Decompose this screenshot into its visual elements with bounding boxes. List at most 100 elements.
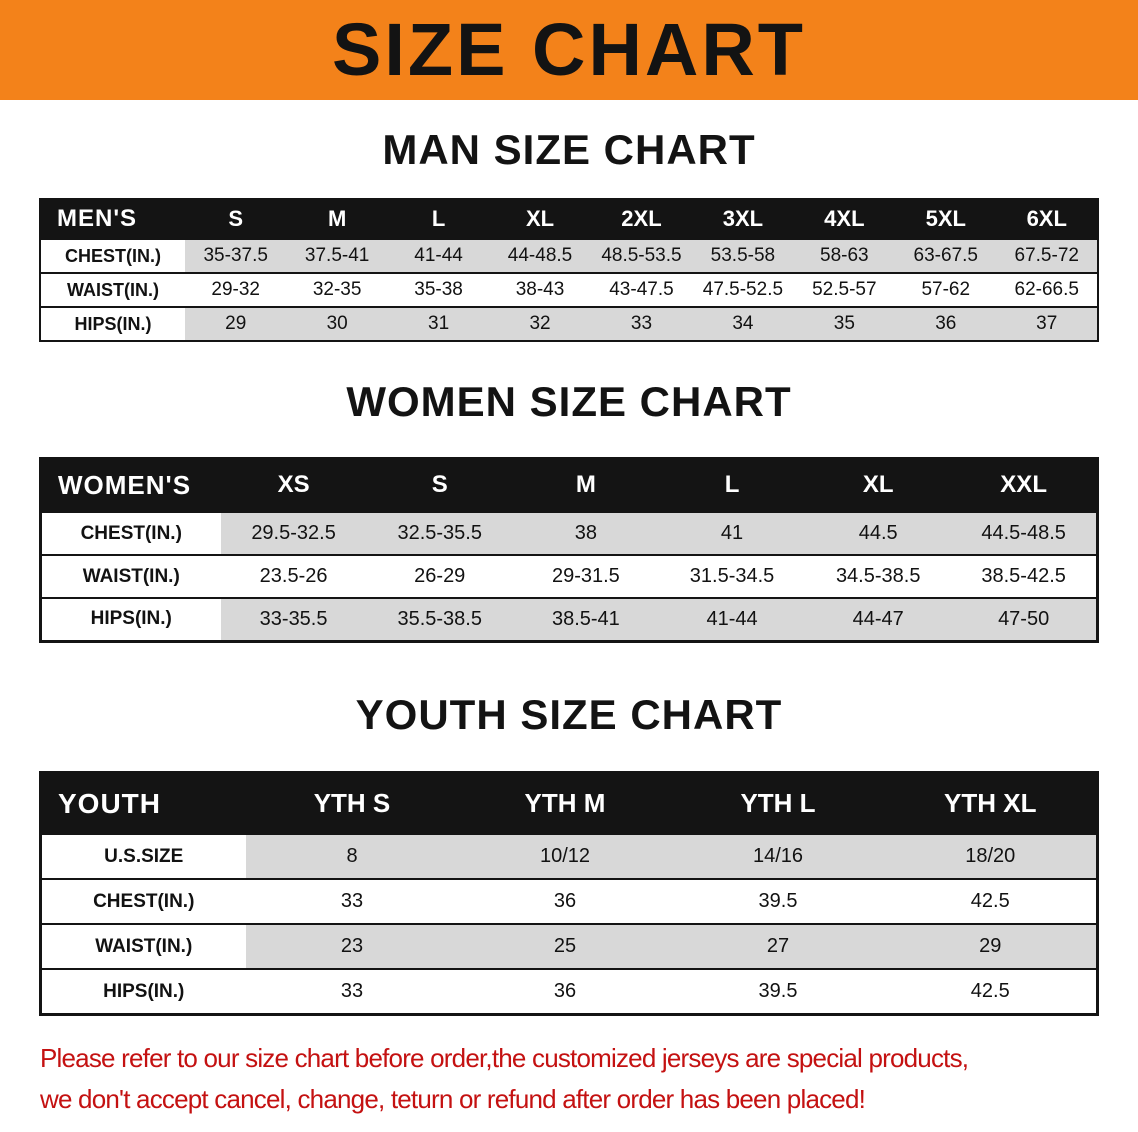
measurement-value-cell: 25 <box>553 935 577 958</box>
measurement-value-cell: 41 <box>720 522 744 545</box>
measurement-row: CHEST(IN.) 35-37.5 37.5-41 41-44 44-48.5 48.5… <box>40 239 1098 274</box>
page-title: SIZE CHART <box>332 8 806 91</box>
size-header-cell: YTH L <box>740 788 816 819</box>
measurement-value-cell: 39.5 <box>758 890 798 913</box>
measurement-label-cell: CHEST(IN.) <box>40 239 185 274</box>
measurement-value-cell: 14/16 <box>752 845 804 868</box>
women-section-heading: WOMEN SIZE CHART <box>346 378 792 426</box>
size-header-cell: S <box>228 206 244 232</box>
measurement-value-cell: 31 <box>428 313 450 335</box>
size-header-cell: YTH S <box>313 788 391 819</box>
measurement-value-cell: 26-29 <box>414 565 466 588</box>
measurement-label-cell: HIPS(IN.) <box>40 969 246 1015</box>
size-header-cell: S <box>431 471 448 499</box>
measurement-value-cell: 58-63 <box>820 245 869 267</box>
measurement-value-cell: 36 <box>935 313 957 335</box>
measurement-value-cell: 35.5-38.5 <box>397 607 482 630</box>
men-size-table: MEN'S S M L XL 2XL 3XL 4XL 5XL 6XL CHEST(IN.) 35-37… <box>39 198 1099 343</box>
measurement-value-cell: 47.5-52.5 <box>702 279 784 301</box>
measurement-value-cell: 35-37.5 <box>203 245 268 267</box>
women-size-section: WOMEN SIZE CHART WOMEN'S XS S M L XL XXL CHEST(… <box>0 378 1138 643</box>
size-header-cell: XL <box>862 471 894 499</box>
measurement-value-cell: 38.5-41 <box>551 607 620 630</box>
measurement-value-cell: 38 <box>574 522 598 545</box>
measurement-value-cell: 23 <box>340 935 364 958</box>
measurement-row: WAIST(IN.) 23 25 27 29 <box>40 924 1098 970</box>
measurement-value-cell: 42.5 <box>970 980 1010 1003</box>
measurement-value-cell: 23.5-26 <box>259 565 328 588</box>
measurement-row: HIPS(IN.) 29 30 31 32 33 34 35 36 37 <box>40 307 1098 342</box>
measurement-label-cell: WAIST(IN.) <box>40 924 246 970</box>
measurement-value-cell: 29-31.5 <box>551 565 620 588</box>
size-header-cell: YTH XL <box>944 788 1037 819</box>
measurement-value-cell: 44-48.5 <box>507 245 573 267</box>
size-header-cell: XS <box>277 471 310 499</box>
measurement-value-cell: 36 <box>553 980 577 1003</box>
measurement-value-cell: 57-62 <box>921 279 971 301</box>
measurement-value-cell: 62-66.5 <box>1014 279 1079 301</box>
table-header-row: MEN'S S M L XL 2XL 3XL 4XL 5XL 6XL <box>40 199 1098 240</box>
measurement-label-cell: HIPS(IN.) <box>40 307 185 342</box>
table-header-row: YOUTH YTH S YTH M YTH L YTH XL <box>40 772 1098 835</box>
measurement-value-cell: 41-44 <box>706 607 758 630</box>
measurement-value-cell: 44-47 <box>852 607 904 630</box>
size-header-cell: 6XL <box>1026 206 1067 232</box>
measurement-value-cell: 10/12 <box>539 845 591 868</box>
title-banner: SIZE CHART <box>0 0 1138 100</box>
measurement-value-cell: 38-43 <box>515 279 565 301</box>
measurement-value-cell: 44.5 <box>858 522 898 545</box>
measurement-label-cell: WAIST(IN.) <box>40 555 221 599</box>
measurement-value-cell: 35 <box>833 313 855 335</box>
youth-size-section: YOUTH SIZE CHART YOUTH YTH S YTH M YTH L YTH… <box>0 691 1138 1016</box>
size-header-cell: XL <box>525 206 555 232</box>
size-header-cell: L <box>431 206 446 232</box>
measurement-row: HIPS(IN.) 33 36 39.5 42.5 <box>40 969 1098 1015</box>
disclaimer-note: Please refer to our size chart before or… <box>40 1042 1118 1116</box>
measurement-value-cell: 27 <box>766 935 790 958</box>
measurement-value-cell: 29.5-32.5 <box>251 522 336 545</box>
measurement-value-cell: 39.5 <box>758 980 798 1003</box>
men-section-heading: MAN SIZE CHART <box>382 126 756 173</box>
measurement-value-cell: 34 <box>732 313 754 335</box>
measurement-value-cell: 35-38 <box>414 279 463 301</box>
measurement-label-cell: WAIST(IN.) <box>40 273 185 308</box>
measurement-label-cell: CHEST(IN.) <box>40 879 246 925</box>
disclaimer-line-2: we don't accept cancel, change, teturn o… <box>40 1084 866 1115</box>
measurement-row: U.S.SIZE 8 10/12 14/16 18/20 <box>40 834 1098 880</box>
measurement-row: HIPS(IN.) 33-35.5 35.5-38.5 38.5-41 41-44 44-… <box>40 598 1098 642</box>
measurement-value-cell: 67.5-72 <box>1014 245 1079 267</box>
measurement-value-cell: 32 <box>529 313 551 335</box>
measurement-value-cell: 33 <box>630 313 653 335</box>
measurement-value-cell: 41-44 <box>414 245 463 267</box>
size-header-cell: XXL <box>1000 471 1047 499</box>
table-header-row: WOMEN'S XS S M L XL XXL <box>40 458 1098 513</box>
measurement-value-cell: 33 <box>340 980 364 1003</box>
measurement-value-cell: 8 <box>346 845 358 868</box>
measurement-value-cell: 36 <box>553 890 577 913</box>
measurement-value-cell: 33-35.5 <box>259 607 328 630</box>
measurement-row: CHEST(IN.) 33 36 39.5 42.5 <box>40 879 1098 925</box>
measurement-value-cell: 32-35 <box>312 279 362 301</box>
youth-section-heading: YOUTH SIZE CHART <box>355 690 783 738</box>
measurement-label-cell: HIPS(IN.) <box>40 598 221 642</box>
measurement-value-cell: 31.5-34.5 <box>689 565 775 588</box>
measurement-label-cell: U.S.SIZE <box>40 834 246 880</box>
measurement-value-cell: 32.5-35.5 <box>397 522 482 545</box>
table-title-cell: MEN'S <box>57 205 138 233</box>
size-header-cell: M <box>327 206 347 232</box>
measurement-row: WAIST(IN.) 23.5-26 26-29 29-31.5 31.5-34.5 34… <box>40 555 1098 599</box>
youth-size-table: YOUTH YTH S YTH M YTH L YTH XL U.S.SIZE 8 10/12… <box>39 770 1099 1016</box>
measurement-value-cell: 53.5-58 <box>710 245 776 267</box>
measurement-value-cell: 37.5-41 <box>304 245 370 267</box>
measurement-value-cell: 42.5 <box>970 890 1010 913</box>
size-header-cell: 2XL <box>621 206 662 232</box>
measurement-value-cell: 29 <box>225 313 247 335</box>
size-header-cell: 4XL <box>824 206 865 232</box>
measurement-value-cell: 29-32 <box>211 279 261 301</box>
measurement-value-cell: 29 <box>979 935 1002 958</box>
measurement-value-cell: 37 <box>1036 313 1058 335</box>
size-header-cell: M <box>575 471 596 499</box>
measurement-value-cell: 43-47.5 <box>609 279 674 301</box>
measurement-value-cell: 38.5-42.5 <box>981 565 1066 588</box>
